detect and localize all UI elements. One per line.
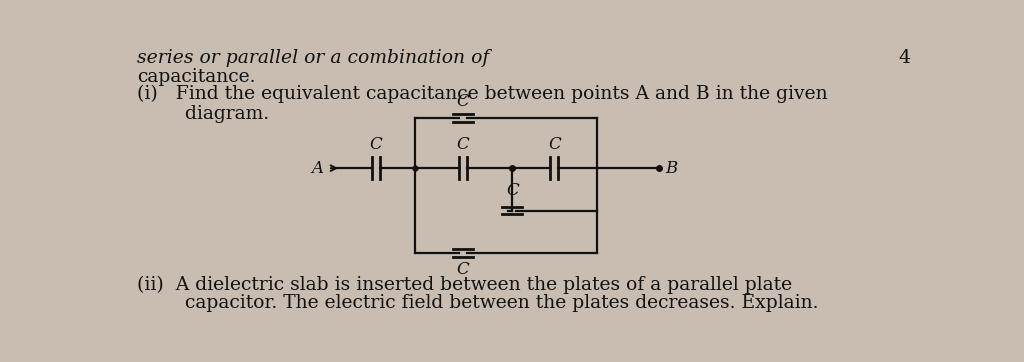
Text: C: C	[457, 261, 469, 278]
Text: C: C	[507, 182, 519, 199]
Text: B: B	[665, 160, 677, 177]
Text: C: C	[457, 136, 469, 153]
Text: (i)   Find the equivalent capacitance between points A and B in the given: (i) Find the equivalent capacitance betw…	[137, 85, 828, 103]
Text: capacitor. The electric field between the plates decreases. Explain.: capacitor. The electric field between th…	[137, 294, 819, 312]
Text: A: A	[311, 160, 324, 177]
Text: series or parallel or a combination of: series or parallel or a combination of	[137, 49, 489, 67]
Text: C: C	[370, 136, 382, 153]
Text: C: C	[457, 93, 469, 110]
Text: diagram.: diagram.	[137, 105, 269, 123]
Text: capacitance.: capacitance.	[137, 68, 256, 86]
Text: 4: 4	[899, 49, 910, 67]
Text: (ii)  A dielectric slab is inserted between the plates of a parallel plate: (ii) A dielectric slab is inserted betwe…	[137, 276, 793, 294]
Text: C: C	[548, 136, 560, 153]
